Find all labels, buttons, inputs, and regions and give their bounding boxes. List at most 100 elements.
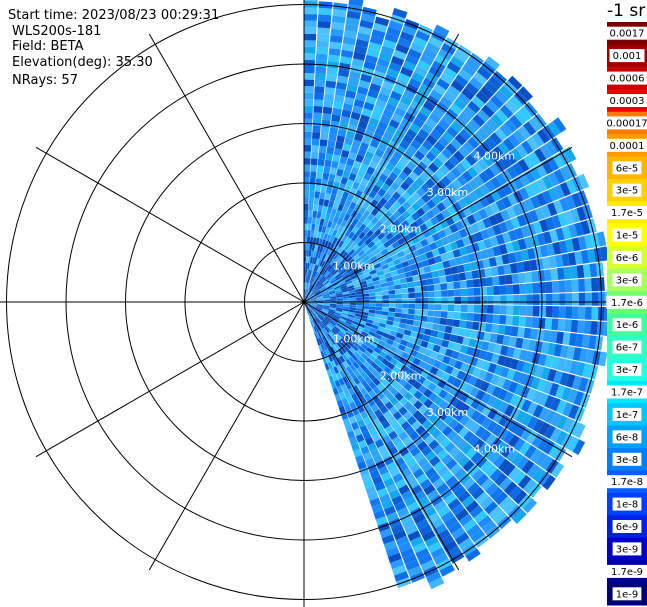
colorbar-label: 1.7e-5 [611, 208, 643, 219]
data-gate [344, 23, 359, 33]
data-gate [352, 385, 360, 394]
data-gate [537, 436, 550, 452]
data-gate [360, 379, 369, 388]
data-gate [492, 411, 504, 424]
data-gate [332, 8, 347, 17]
data-gate [362, 451, 373, 461]
data-gate [329, 367, 336, 376]
azimuth-spoke [148, 301, 305, 571]
data-gate [509, 394, 520, 407]
data-gate [423, 167, 435, 178]
data-gate [322, 294, 330, 298]
data-gate [462, 141, 475, 154]
data-gate [330, 319, 338, 325]
data-gate [506, 284, 514, 295]
data-gate [439, 437, 451, 449]
data-gate [377, 255, 386, 263]
data-gate [403, 391, 414, 401]
data-gate [462, 194, 474, 206]
data-gate [432, 277, 441, 285]
data-gate [350, 251, 358, 259]
data-gate [391, 326, 399, 332]
data-gate [386, 338, 394, 346]
data-gate [304, 223, 308, 231]
data-gate [473, 510, 488, 524]
data-gate [489, 333, 498, 344]
data-gate [411, 201, 421, 212]
data-gate [547, 368, 557, 382]
data-gate [388, 236, 397, 245]
data-gate [315, 293, 323, 298]
data-gate [347, 430, 356, 439]
data-gate [409, 446, 421, 457]
data-gate [329, 266, 335, 273]
data-gate [457, 490, 471, 503]
data-gate [467, 464, 480, 477]
azimuth-spoke [35, 301, 305, 458]
data-gate [318, 314, 325, 319]
data-gate [480, 229, 490, 240]
data-gate [428, 36, 444, 49]
data-gate [381, 534, 395, 545]
data-gate [321, 268, 326, 275]
data-gate [423, 484, 436, 496]
data-gate [434, 337, 443, 346]
data-gate [441, 147, 453, 160]
data-gate [392, 150, 403, 161]
data-gate [313, 204, 319, 212]
data-gate [331, 187, 339, 196]
data-gate [406, 441, 417, 452]
data-gate [556, 399, 567, 414]
data-gate [476, 127, 490, 141]
data-gate [353, 160, 362, 169]
data-gate [375, 266, 383, 273]
data-gate [352, 280, 360, 285]
data-gate [441, 43, 456, 56]
data-gate [314, 92, 324, 100]
data-gate [328, 291, 336, 295]
data-gate [335, 263, 342, 270]
data-gate [447, 194, 457, 205]
data-gate [480, 478, 494, 491]
data-gate [383, 201, 393, 211]
data-gate [328, 289, 335, 294]
data-gate [316, 171, 323, 179]
data-gate [503, 481, 518, 496]
data-gate [553, 184, 565, 199]
data-gate [389, 378, 399, 388]
data-gate [477, 240, 487, 251]
data-gate [439, 96, 453, 108]
data-gate [394, 457, 406, 467]
data-gate [572, 292, 579, 306]
data-gate [462, 459, 475, 472]
data-gate [307, 291, 312, 297]
data-gate [307, 276, 311, 283]
data-gate [356, 305, 363, 309]
data-gate [308, 249, 312, 257]
data-gate [452, 273, 460, 282]
data-gate [404, 495, 417, 507]
data-gate [320, 212, 327, 220]
data-gate [334, 313, 341, 318]
data-gate [309, 283, 313, 291]
data-gate [383, 240, 392, 248]
data-gate [429, 146, 441, 157]
data-gate [353, 351, 361, 359]
data-gate [342, 291, 349, 295]
data-gate [448, 418, 459, 430]
data-gate [526, 416, 539, 430]
data-gate [351, 277, 359, 283]
data-gate [343, 389, 351, 398]
data-gate [332, 269, 339, 276]
data-gate [402, 134, 414, 145]
data-gate [365, 248, 373, 256]
data-gate [326, 74, 338, 82]
data-gate [359, 19, 374, 29]
data-gate [335, 324, 342, 330]
data-gate [552, 117, 567, 133]
data-gate [304, 138, 312, 146]
data-gate [461, 495, 475, 508]
data-gate [362, 328, 370, 334]
data-gate [374, 333, 382, 340]
data-gate [375, 211, 384, 220]
